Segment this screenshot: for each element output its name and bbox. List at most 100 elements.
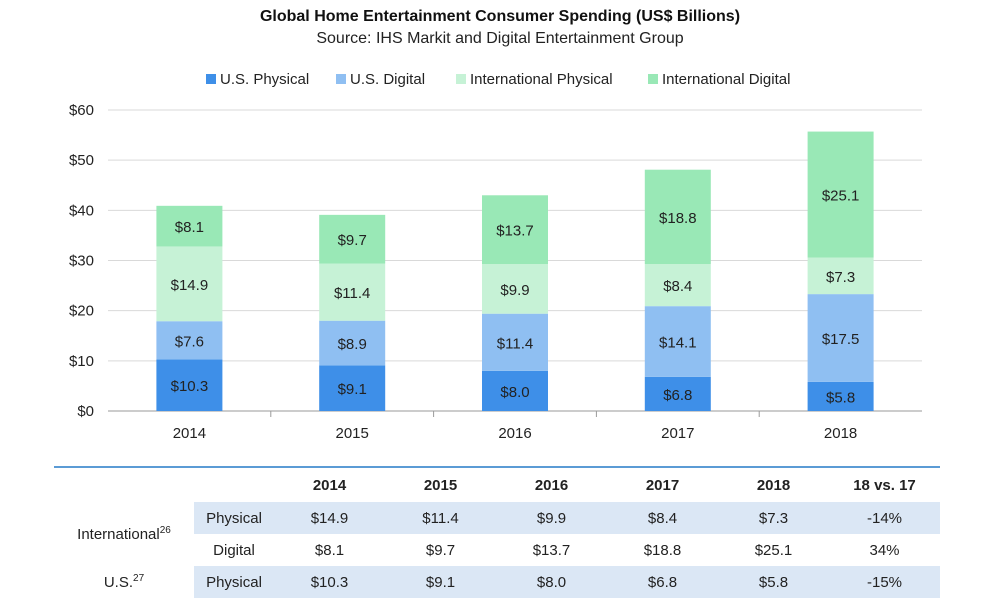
data-label: $18.8 <box>659 210 697 227</box>
chart-subtitle: Source: IHS Markit and Digital Entertain… <box>316 30 684 47</box>
table-cell: -14% <box>829 502 940 534</box>
row-group-label: International26 <box>54 502 194 566</box>
data-table-container: 2014 2015 2016 2017 2018 18 vs. 17 Inter… <box>54 466 940 598</box>
data-label: $5.8 <box>826 389 855 406</box>
table-cell: $10.3 <box>274 566 385 598</box>
table-cell: 34% <box>869 541 900 559</box>
bar-segment-u-s-digital <box>482 313 548 371</box>
data-label: $14.9 <box>171 277 209 294</box>
table-cell: $9.7 <box>425 541 456 559</box>
y-tick-label: $60 <box>69 102 94 119</box>
data-label: $10.3 <box>171 378 209 395</box>
bar-segment-international-physical <box>807 257 874 295</box>
legend-swatch <box>336 74 346 84</box>
bar-segment-international-digital <box>482 195 548 265</box>
data-label: $11.4 <box>497 335 533 352</box>
bar-segment-u-s-physical <box>644 376 711 411</box>
bar-segment-u-s-physical <box>482 370 548 411</box>
table-cell: $13.7 <box>532 541 571 559</box>
table-header-row: 2014 2015 2016 2017 2018 18 vs. 17 <box>54 467 940 502</box>
bar-segment-international-digital <box>156 205 223 247</box>
y-tick-label: $10 <box>69 353 94 370</box>
table-row: International26 Physical $14.9 $11.4 $9.… <box>54 502 940 566</box>
legend-label: U.S. Digital <box>350 71 425 88</box>
data-label: $8.0 <box>500 384 529 401</box>
x-tick-label: 2018 <box>824 425 857 442</box>
row-group-label: U.S.27 <box>54 566 194 598</box>
data-label: $11.4 <box>334 285 370 302</box>
legend-swatch <box>206 74 216 84</box>
table-cell: $14.9 <box>274 502 385 534</box>
bar-segment-u-s-digital <box>644 306 711 377</box>
chart-title: Global Home Entertainment Consumer Spend… <box>259 8 741 25</box>
table-row: Digital $8.1 $9.7 $13.7 $18.8 $25.1 34% <box>54 534 940 566</box>
legend-label: International Digital <box>662 71 790 88</box>
data-label: $25.1 <box>822 188 860 205</box>
bar-segment-international-digital <box>807 131 874 258</box>
table-row: U.S.27 Physical $10.3 $9.1 $8.0 $6.8 $5.… <box>54 566 940 598</box>
row-type: Digital <box>213 541 255 559</box>
bar-segment-u-s-physical <box>319 365 386 411</box>
x-tick-label: 2016 <box>498 425 531 442</box>
bar-segment-u-s-digital <box>156 321 223 360</box>
legend-swatch <box>456 74 466 84</box>
data-label: $8.9 <box>338 336 367 353</box>
y-tick-label: $0 <box>77 403 94 420</box>
data-label: $7.6 <box>175 333 204 350</box>
legend-label: U.S. Physical <box>220 71 309 88</box>
y-tick-label: $40 <box>69 202 94 219</box>
data-label: $14.1 <box>659 335 697 352</box>
bar-segment-u-s-digital <box>807 294 874 382</box>
table-cell: $9.1 <box>385 566 496 598</box>
bar-segment-u-s-physical <box>156 359 223 411</box>
row-type: Physical <box>194 502 274 534</box>
header-cell: 2017 <box>645 476 680 494</box>
table-cell: $25.1 <box>754 541 793 559</box>
data-table: 2014 2015 2016 2017 2018 18 vs. 17 Inter… <box>54 466 940 598</box>
footnote-ref: 26 <box>159 525 171 536</box>
table-cell: $8.4 <box>607 502 718 534</box>
table-cell: $8.0 <box>496 566 607 598</box>
data-label: $9.7 <box>338 232 367 249</box>
header-cell: 2016 <box>534 476 569 494</box>
legend-label: International Physical <box>470 71 613 88</box>
y-tick-label: $50 <box>69 152 94 169</box>
y-tick-label: $30 <box>69 253 94 270</box>
table-cell: $9.9 <box>496 502 607 534</box>
header-cell: 18 vs. 17 <box>853 476 916 494</box>
data-label: $13.7 <box>496 223 534 240</box>
header-cell: 2015 <box>423 476 458 494</box>
header-cell: 2018 <box>756 476 791 494</box>
bar-segment-international-physical <box>644 264 711 307</box>
row-type: Physical <box>194 566 274 598</box>
table-cell: $8.1 <box>314 541 345 559</box>
data-label: $7.3 <box>826 269 855 286</box>
bar-segment-international-physical <box>482 264 548 314</box>
table-cell: $6.8 <box>607 566 718 598</box>
data-label: $17.5 <box>822 331 860 348</box>
bar-segment-international-digital <box>319 214 386 264</box>
bar-segment-u-s-physical <box>807 381 874 411</box>
data-label: $8.4 <box>663 278 692 295</box>
x-tick-label: 2014 <box>173 425 206 442</box>
group-name: International <box>77 526 160 543</box>
header-cell: 2014 <box>312 476 347 494</box>
table-cell: $11.4 <box>385 502 496 534</box>
x-tick-label: 2015 <box>336 425 369 442</box>
bar-segment-international-physical <box>156 246 223 322</box>
group-name: U.S. <box>103 574 134 591</box>
x-tick-label: 2017 <box>661 425 694 442</box>
data-label: $9.9 <box>500 282 529 299</box>
bar-segment-u-s-digital <box>319 320 386 366</box>
footnote-ref: 27 <box>133 573 145 584</box>
table-cell: $5.8 <box>718 566 829 598</box>
table-cell: -15% <box>829 566 940 598</box>
data-label: $6.8 <box>663 387 692 404</box>
table-cell: $7.3 <box>718 502 829 534</box>
stacked-bar-chart: $0 $10 $20 $30 $40 $50 $60 $10.3 $7.6 $14.9 $8.1 20… <box>69 71 922 442</box>
bar-segment-international-physical <box>319 263 386 321</box>
bar-segment-international-digital <box>644 169 711 265</box>
header-blank <box>54 467 194 502</box>
table-cell: $18.8 <box>643 541 682 559</box>
y-tick-label: $20 <box>69 303 94 320</box>
